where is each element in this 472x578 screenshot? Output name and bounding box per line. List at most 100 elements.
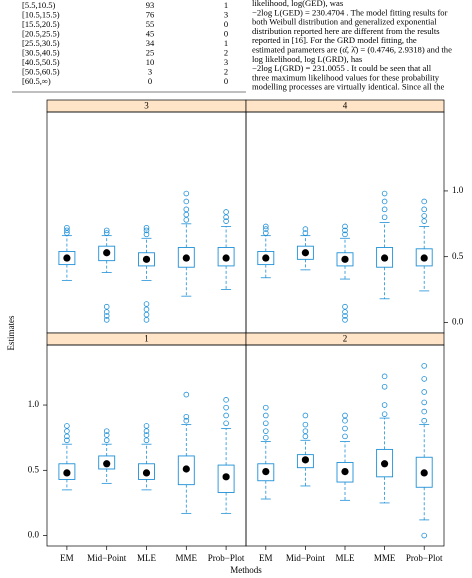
outlier xyxy=(223,412,229,419)
outlier xyxy=(64,227,70,234)
table-cell: 55 xyxy=(146,19,155,29)
outlier xyxy=(223,214,229,221)
table-cell: 0 xyxy=(224,19,228,29)
table-cell: 0 xyxy=(224,28,228,38)
table-cell: 45 xyxy=(146,28,155,38)
outlier xyxy=(143,311,150,318)
outlier xyxy=(143,301,150,307)
median-dot xyxy=(262,254,270,262)
chart: Estimates Methods 3 4 0.0 0.5 1.0 1 EM Mid−Poin… xyxy=(6,99,464,575)
x-tick-label: MME xyxy=(176,553,198,563)
outlier xyxy=(223,397,229,403)
median-dot xyxy=(262,468,270,476)
outlier xyxy=(223,209,229,215)
x-tick-label: EM xyxy=(60,553,74,563)
table-cell: 3 xyxy=(224,9,228,19)
panel-frame xyxy=(46,344,247,547)
table-cell: [40.5,50.5) xyxy=(22,57,60,67)
median-dot xyxy=(420,254,428,262)
median-dot xyxy=(182,465,190,473)
outlier xyxy=(64,428,70,434)
outlier xyxy=(223,218,229,224)
table-cell: 1 xyxy=(224,0,228,10)
table-cell: [5.5,10.5) xyxy=(22,0,55,10)
y-axis-label: Estimates xyxy=(6,315,16,350)
table-cell: 2 xyxy=(224,66,228,76)
paragraph-line: reported in [16]. For the GRD model fitt… xyxy=(252,35,417,45)
outlier xyxy=(342,303,348,310)
outlier xyxy=(64,224,70,231)
table-cell: 76 xyxy=(146,9,155,19)
outlier xyxy=(421,532,428,539)
median-dot xyxy=(103,460,111,468)
outlier xyxy=(223,420,229,427)
outlier xyxy=(183,413,190,420)
median-dot xyxy=(301,249,309,257)
top-section: [5.5,10.5) 93 1 [10.5,15.5) 76 3 [15.5,20.5) 55… xyxy=(12,0,452,93)
outlier xyxy=(143,306,150,313)
outlier xyxy=(103,432,110,438)
outlier xyxy=(342,231,348,238)
table-cell: 0 xyxy=(148,76,152,86)
outlier xyxy=(421,417,428,424)
outlier xyxy=(143,231,150,238)
outlier xyxy=(342,223,348,230)
outlier xyxy=(262,223,269,230)
outlier xyxy=(262,420,269,427)
paragraph-line: likelihood, log(GED), was xyxy=(252,0,344,8)
y-tick-label: 0.5 xyxy=(28,464,40,474)
x-tick-label: Mid−Point xyxy=(87,553,127,563)
strip-label: 3 xyxy=(144,101,149,111)
outlier xyxy=(183,417,190,424)
outlier xyxy=(381,373,388,380)
strip-label: 2 xyxy=(343,334,348,344)
outlier xyxy=(143,428,150,434)
y-tick-label: 0.5 xyxy=(452,251,464,261)
outlier xyxy=(183,190,190,197)
outlier xyxy=(421,376,428,382)
table-cell: [60.5,∞) xyxy=(22,76,51,86)
outlier xyxy=(262,412,269,419)
outlier xyxy=(183,217,190,223)
paragraph-line: −2log L(GRD) = 231.0055 . It could be se… xyxy=(252,63,432,73)
y-tick-label: 1.0 xyxy=(452,185,464,195)
table-cell: 3 xyxy=(224,57,228,67)
panel-frame xyxy=(245,111,445,334)
x-tick-label: MLE xyxy=(336,553,356,563)
median-dot xyxy=(103,249,111,257)
outlier xyxy=(302,226,309,232)
table-cell: [20.5,25.5) xyxy=(22,28,60,38)
outlier xyxy=(103,313,110,319)
paragraph-line: estimated parameters are (α̂, λ̂) = (0.4… xyxy=(252,44,452,54)
outlier xyxy=(342,227,348,234)
outlier xyxy=(143,423,150,429)
outlier xyxy=(64,423,70,429)
paragraph-line: modelling processes are virtually identi… xyxy=(252,82,445,92)
x-tick-label: MME xyxy=(374,553,396,563)
paragraph-line: log likelihood, log L(GRD), has xyxy=(252,54,363,64)
median-dot xyxy=(381,254,389,262)
median-dot xyxy=(63,254,71,262)
median-dot xyxy=(222,473,230,481)
outlier xyxy=(103,428,110,434)
outlier xyxy=(421,389,428,395)
table-cell: [25.5,30.5) xyxy=(22,38,60,48)
table-cell: 3 xyxy=(148,66,152,76)
outlier xyxy=(342,412,348,419)
outlier xyxy=(103,309,110,315)
outlier xyxy=(381,411,388,417)
outlier xyxy=(381,206,388,213)
outlier xyxy=(342,317,348,323)
table-cell: [50.5,60.5) xyxy=(22,66,60,76)
outlier xyxy=(103,303,110,310)
outlier xyxy=(103,227,110,234)
outlier xyxy=(421,363,428,369)
table-cell: [10.5,15.5) xyxy=(22,9,60,19)
outlier xyxy=(183,211,190,218)
outlier xyxy=(64,437,70,444)
paragraph-line: −2log L(GED) = 230.4704 . The model fitt… xyxy=(252,7,448,17)
outlier xyxy=(143,437,150,444)
outlier xyxy=(342,425,348,432)
outlier xyxy=(262,434,269,441)
